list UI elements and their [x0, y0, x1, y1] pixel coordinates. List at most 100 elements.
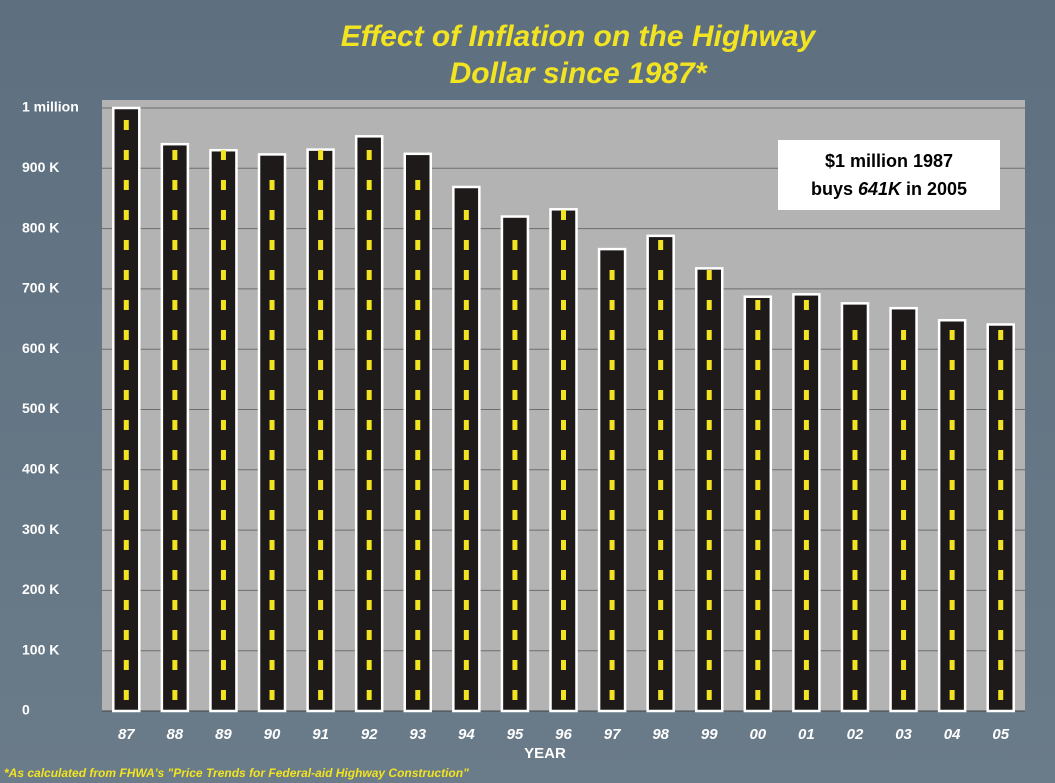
lane-dash	[366, 480, 372, 490]
lane-dash	[706, 630, 712, 640]
lane-dash	[755, 480, 761, 490]
lane-dashes	[172, 150, 178, 700]
lane-dash	[609, 630, 615, 640]
lane-dash	[123, 330, 129, 340]
y-tick-label: 1 million	[22, 99, 79, 115]
x-tick-label: 93	[409, 726, 426, 743]
lane-dash	[269, 690, 275, 700]
bar	[792, 293, 821, 713]
lane-dash	[172, 420, 178, 430]
lane-dash	[220, 210, 226, 220]
lane-dash	[366, 390, 372, 400]
lane-dash	[220, 570, 226, 580]
bar	[549, 208, 578, 713]
lane-dash	[463, 210, 469, 220]
lane-dash	[269, 180, 275, 190]
lane-dash	[658, 420, 664, 430]
lane-dash	[512, 240, 518, 250]
lane-dash	[172, 390, 178, 400]
lane-dash	[609, 660, 615, 670]
lane-dash	[706, 480, 712, 490]
lane-dash	[561, 540, 566, 550]
lane-dashes	[220, 150, 226, 700]
lane-dash	[998, 510, 1004, 520]
lane-dash	[658, 690, 664, 700]
lane-dash	[803, 450, 809, 460]
lane-dash	[269, 480, 275, 490]
lane-dash	[512, 300, 518, 310]
lane-dash	[172, 660, 178, 670]
lane-dash	[901, 450, 907, 460]
lane-dash	[852, 480, 858, 490]
lane-dash	[415, 510, 421, 520]
lane-dash	[172, 360, 178, 370]
lane-dash	[949, 360, 955, 370]
lane-dash	[949, 570, 955, 580]
annotation-part: 641K	[858, 179, 903, 199]
lane-dash	[512, 540, 518, 550]
lane-dash	[415, 420, 421, 430]
lane-dash	[755, 360, 761, 370]
lane-dash	[463, 270, 469, 280]
lane-dash	[269, 420, 275, 430]
lane-dash	[512, 690, 518, 700]
bar	[840, 302, 870, 713]
lane-dash	[706, 450, 712, 460]
lane-dash	[561, 210, 566, 220]
lane-dash	[463, 510, 469, 520]
lane-dash	[318, 510, 324, 520]
lane-dash	[512, 510, 518, 520]
lane-dash	[172, 330, 178, 340]
lane-dash	[755, 420, 761, 430]
lane-dash	[512, 360, 518, 370]
lane-dash	[269, 510, 275, 520]
lane-dash	[463, 450, 469, 460]
lane-dash	[561, 240, 566, 250]
lane-dash	[123, 420, 129, 430]
lane-dash	[123, 390, 129, 400]
lane-dash	[852, 450, 858, 460]
lane-dash	[318, 450, 324, 460]
lane-dash	[172, 240, 178, 250]
lane-dash	[852, 660, 858, 670]
lane-dash	[901, 660, 907, 670]
lane-dash	[220, 480, 226, 490]
lane-dash	[949, 510, 955, 520]
lane-dash	[512, 270, 518, 280]
lane-dash	[852, 690, 858, 700]
lane-dash	[512, 330, 518, 340]
lane-dash	[463, 330, 469, 340]
lane-dash	[658, 480, 664, 490]
lane-dash	[318, 390, 324, 400]
lane-dash	[123, 600, 129, 610]
chart-title: Dollar since 1987*	[450, 57, 708, 90]
lane-dash	[463, 240, 469, 250]
lane-dash	[803, 690, 809, 700]
lane-dash	[803, 660, 809, 670]
lane-dash	[123, 570, 129, 580]
lane-dash	[220, 510, 226, 520]
lane-dash	[949, 330, 955, 340]
lane-dash	[463, 630, 469, 640]
lane-dash	[366, 210, 372, 220]
lane-dashes	[123, 120, 129, 700]
lane-dash	[901, 390, 907, 400]
lane-dash	[220, 600, 226, 610]
lane-dash	[803, 510, 809, 520]
lane-dash	[415, 450, 421, 460]
lane-dash	[366, 690, 372, 700]
lane-dash	[803, 600, 809, 610]
lane-dash	[415, 570, 421, 580]
lane-dash	[561, 690, 566, 700]
chart-title: Effect of Inflation on the Highway	[341, 20, 817, 53]
lane-dash	[318, 420, 324, 430]
lane-dash	[706, 330, 712, 340]
lane-dash	[415, 300, 421, 310]
bar	[694, 267, 724, 713]
lane-dash	[269, 570, 275, 580]
lane-dash	[172, 300, 178, 310]
lane-dash	[415, 540, 421, 550]
lane-dash	[609, 330, 615, 340]
lane-dash	[318, 600, 324, 610]
lane-dash	[852, 510, 858, 520]
